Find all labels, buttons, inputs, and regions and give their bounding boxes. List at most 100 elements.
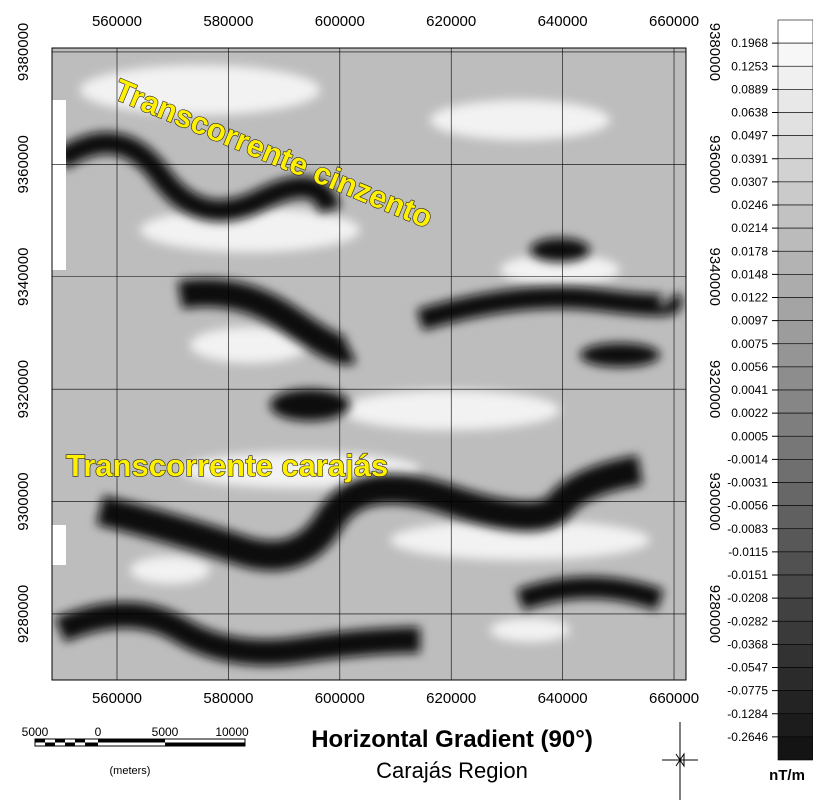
- legend-label: 0.0148: [731, 267, 768, 281]
- annotation: Transcorrente carajás: [66, 448, 388, 483]
- legend-label: 0.0391: [731, 152, 768, 166]
- x-tick-label: 560000: [92, 13, 142, 30]
- y-tick-label: 9340000: [706, 248, 723, 306]
- legend-swatch: [778, 459, 813, 482]
- y-tick-label: 9380000: [706, 23, 723, 81]
- legend-swatch: [778, 552, 813, 575]
- map-image: [52, 48, 686, 680]
- legend-label: 0.0889: [731, 82, 768, 96]
- legend-label: -0.2646: [727, 730, 768, 744]
- scale-unit: (meters): [110, 765, 151, 777]
- legend-label: -0.0056: [727, 499, 768, 513]
- x-tick-label: 640000: [538, 13, 588, 30]
- legend-unit: nT/m: [769, 767, 805, 784]
- x-tick-label: 660000: [649, 690, 699, 707]
- legend-swatch: [778, 598, 813, 621]
- y-tick-label: 9320000: [706, 360, 723, 418]
- x-tick-label: 600000: [315, 690, 365, 707]
- legend-label: 0.0005: [731, 429, 768, 443]
- legend-label: 0.0022: [731, 406, 768, 420]
- legend-swatch: [778, 436, 813, 459]
- legend: 0.1968 0.1253 0.0889 0.0638 0.0497 0.0391 0.03…: [727, 20, 813, 760]
- legend-label: -0.0208: [727, 591, 768, 605]
- y-tick-label: 9300000: [706, 472, 723, 530]
- legend-label: 0.0041: [731, 383, 768, 397]
- subtitle: Carajás Region: [376, 758, 528, 783]
- legend-label: 0.1968: [731, 36, 768, 50]
- legend-swatch: [778, 344, 813, 367]
- legend-swatch: [778, 367, 813, 390]
- legend-swatch: [778, 66, 813, 89]
- legend-label: 0.1253: [731, 59, 768, 73]
- legend-label: -0.1284: [727, 707, 768, 721]
- scale-label: 10000: [215, 725, 249, 739]
- legend-swatch: [778, 228, 813, 251]
- legend-swatch: [778, 89, 813, 112]
- legend-label: 0.0638: [731, 106, 768, 120]
- north-arrow: [662, 722, 698, 800]
- legend-label: 0.0246: [731, 198, 768, 212]
- legend-swatch: [778, 298, 813, 321]
- legend-label: -0.0547: [727, 661, 768, 675]
- legend-swatch: [778, 506, 813, 529]
- x-tick-label: 580000: [203, 690, 253, 707]
- legend-swatch: [778, 621, 813, 644]
- legend-swatch: [778, 136, 813, 159]
- legend-label: -0.0151: [727, 568, 768, 582]
- scale-label: 5000: [152, 725, 179, 739]
- y-tick-label: 9360000: [15, 135, 32, 193]
- legend-swatch: [778, 483, 813, 506]
- legend-label: -0.0083: [727, 522, 768, 536]
- y-tick-label: 9280000: [15, 585, 32, 643]
- y-tick-label: 9360000: [706, 135, 723, 193]
- y-tick-label: 9320000: [15, 360, 32, 418]
- x-tick-label: 620000: [426, 13, 476, 30]
- legend-swatch: [778, 714, 813, 737]
- legend-swatch: [778, 737, 813, 760]
- y-tick-label: 9340000: [15, 248, 32, 306]
- scale-label: 0: [95, 725, 102, 739]
- legend-label: 0.0097: [731, 314, 768, 328]
- legend-label: 0.0122: [731, 291, 768, 305]
- legend-swatch: [778, 43, 813, 66]
- legend-swatch: [778, 251, 813, 274]
- x-tick-label: 620000: [426, 690, 476, 707]
- x-tick-label: 600000: [315, 13, 365, 30]
- legend-swatch: [778, 390, 813, 413]
- x-tick-label: 560000: [92, 690, 142, 707]
- legend-swatch: [778, 529, 813, 552]
- title: Horizontal Gradient (90°): [311, 726, 593, 753]
- legend-swatch: [778, 691, 813, 714]
- legend-swatch: [778, 668, 813, 691]
- legend-label: 0.0307: [731, 175, 768, 189]
- legend-swatch: [778, 113, 813, 136]
- scale-bar: 5000 0 5000 10000 (meters): [22, 725, 249, 777]
- legend-label: -0.0014: [727, 452, 768, 466]
- y-tick-label: 9300000: [15, 472, 32, 530]
- legend-label: -0.0031: [727, 476, 768, 490]
- legend-swatch: [778, 274, 813, 297]
- legend-swatch: [778, 575, 813, 598]
- legend-swatch: [778, 159, 813, 182]
- legend-label: 0.0178: [731, 244, 768, 258]
- legend-label: 0.0497: [731, 129, 768, 143]
- legend-label: 0.0075: [731, 337, 768, 351]
- legend-swatch: [778, 321, 813, 344]
- x-tick-label: 660000: [649, 13, 699, 30]
- legend-label: -0.0282: [727, 614, 768, 628]
- scale-label: 5000: [22, 725, 49, 739]
- y-tick-label: 9380000: [15, 23, 32, 81]
- x-tick-label: 640000: [538, 690, 588, 707]
- legend-swatch: [778, 413, 813, 436]
- legend-label: -0.0368: [727, 637, 768, 651]
- legend-label: -0.0775: [727, 684, 768, 698]
- legend-swatch: [778, 205, 813, 228]
- x-tick-label: 580000: [203, 13, 253, 30]
- legend-label: 0.0214: [731, 221, 768, 235]
- page: 560000 560000 580000 580000 600000 600000 6200…: [0, 0, 813, 807]
- legend-swatch: [778, 20, 813, 43]
- legend-swatch: [778, 644, 813, 667]
- legend-label: -0.0115: [728, 545, 768, 559]
- legend-swatch: [778, 182, 813, 205]
- y-tick-label: 9280000: [706, 585, 723, 643]
